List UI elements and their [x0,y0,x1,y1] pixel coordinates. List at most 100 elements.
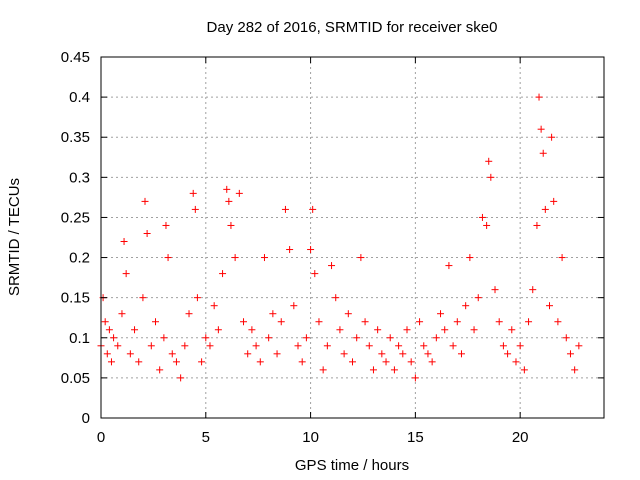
data-point [311,270,319,278]
data-point [227,221,235,229]
data-point [529,286,537,294]
data-point [457,350,465,358]
x-axis-label: GPS time / hours [295,457,409,474]
data-point [541,205,549,213]
data-point [191,205,199,213]
data-point [120,238,128,246]
data-point [126,350,134,358]
data-point [219,270,227,278]
data-point [441,326,449,334]
data-point [172,358,180,366]
data-point [571,366,579,374]
grid-lines [101,57,604,418]
data-point [403,326,411,334]
data-point [131,326,139,334]
data-point [294,342,302,350]
data-point [206,342,214,350]
data-point [432,334,440,342]
data-point [193,294,201,302]
data-point [240,318,248,326]
y-tick-label: 0 [82,410,90,427]
data-point [566,350,574,358]
data-point [499,342,507,350]
data-point [101,318,109,326]
data-point [525,318,533,326]
data-point [558,254,566,262]
y-tick-label: 0.4 [69,89,90,106]
data-point [407,358,415,366]
y-tick-label: 0.1 [69,330,90,347]
data-point [537,125,545,133]
axis-ticks: 0 0.05 0.1 0.15 0.2 0.25 0.3 0.35 0.4 0.45 0 5 10 15 2… [61,49,604,446]
data-point [141,197,149,205]
data-point [177,374,185,382]
data-point [107,358,115,366]
data-point [374,326,382,334]
data-point [495,318,503,326]
y-tick-label: 0.45 [61,49,90,66]
data-point [390,366,398,374]
data-point [416,318,424,326]
data-point [575,342,583,350]
data-point [214,326,222,334]
data-point [328,262,336,270]
data-point [231,254,239,262]
data-point [508,326,516,334]
data-point [361,318,369,326]
data-point [548,133,556,141]
data-point [309,205,317,213]
data-point [420,342,428,350]
data-point [512,358,520,366]
data-point [520,366,528,374]
data-point [260,254,268,262]
data-point [286,246,294,254]
data-point [411,374,419,382]
data-point [147,342,155,350]
data-point [474,294,482,302]
data-point [210,302,218,310]
data-point [382,358,390,366]
x-tick-label: 0 [97,429,105,446]
data-point [340,350,348,358]
data-point [168,350,176,358]
data-point [539,149,547,157]
y-tick-label: 0.05 [61,370,90,387]
data-point [298,358,306,366]
data-point [290,302,298,310]
data-point [437,310,445,318]
data-point [466,254,474,262]
y-tick-label: 0.3 [69,169,90,186]
data-point [319,366,327,374]
data-point [151,318,159,326]
data-point [357,254,365,262]
data-point [252,342,260,350]
data-point [122,270,130,278]
data-point [302,334,310,342]
data-point [550,197,558,205]
data-point [323,342,331,350]
data-point [344,310,352,318]
data-point [162,221,170,229]
data-point [269,310,277,318]
data-point [395,342,403,350]
data-point [256,358,264,366]
data-points [97,93,583,382]
y-tick-label: 0.25 [61,209,90,226]
data-point [424,350,432,358]
data-point [554,318,562,326]
data-point [189,189,197,197]
data-point [281,205,289,213]
data-point [378,350,386,358]
data-point [386,334,394,342]
data-point [164,254,172,262]
data-point [462,302,470,310]
data-point [332,294,340,302]
data-point [315,318,323,326]
data-point [546,302,554,310]
data-point [491,286,499,294]
plot-frame [100,56,605,419]
data-point [135,358,143,366]
data-point [504,350,512,358]
data-point [181,342,189,350]
data-point [225,197,233,205]
